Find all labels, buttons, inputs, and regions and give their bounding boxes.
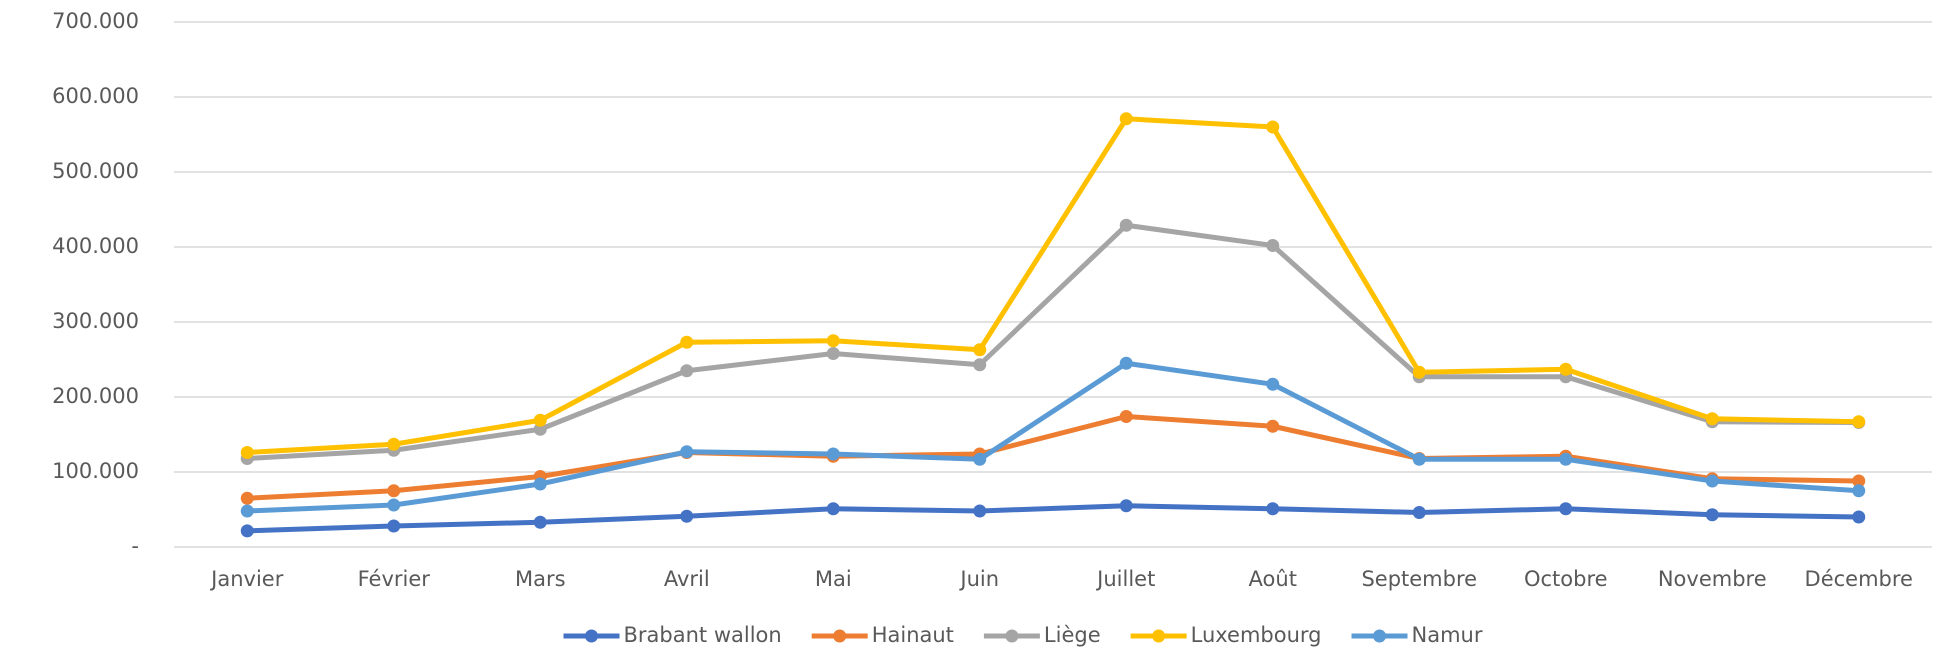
x-tick-label: Août	[1249, 567, 1297, 591]
data-point	[1559, 502, 1573, 516]
data-point	[973, 343, 987, 357]
data-point	[387, 484, 401, 498]
y-tick-label: 200.000	[52, 384, 139, 408]
legend-label: Liège	[1044, 623, 1101, 647]
data-point	[680, 335, 694, 349]
legend-label: Namur	[1412, 623, 1483, 647]
data-point	[1705, 474, 1719, 488]
x-tick-label: Juin	[958, 567, 999, 591]
y-tick-label: 500.000	[52, 159, 139, 183]
data-point	[973, 452, 987, 466]
legend: Brabant wallon Hainaut Liège Luxembourg Namu…	[563, 623, 1483, 647]
data-point	[826, 502, 840, 516]
x-tick-label: Décembre	[1805, 567, 1913, 591]
data-point	[680, 364, 694, 378]
x-tick-label: Mai	[815, 567, 852, 591]
data-point	[240, 504, 254, 518]
data-point	[1266, 377, 1280, 391]
data-point	[680, 445, 694, 459]
data-point	[533, 515, 547, 529]
x-tick-label: Juillet	[1095, 567, 1155, 591]
x-tick-label: Janvier	[209, 567, 284, 591]
data-point	[1119, 112, 1133, 126]
legend-label: Brabant wallon	[623, 623, 781, 647]
data-point	[680, 509, 694, 523]
x-tick-label: Novembre	[1658, 567, 1767, 591]
data-point	[826, 447, 840, 461]
y-tick-label: -	[131, 534, 139, 558]
x-tick-label: Mars	[515, 567, 566, 591]
series-line	[247, 360, 1859, 514]
data-point	[1705, 412, 1719, 426]
y-tick-label: 300.000	[52, 309, 139, 333]
data-point	[1119, 356, 1133, 370]
data-point	[1852, 415, 1866, 429]
data-point	[387, 437, 401, 451]
series-line	[247, 503, 1859, 534]
data-point	[1559, 362, 1573, 376]
legend-label: Luxembourg	[1191, 623, 1322, 647]
x-tick-label: Avril	[664, 567, 710, 591]
data-point	[1266, 120, 1280, 134]
data-point	[1119, 499, 1133, 513]
y-tick-label: 100.000	[52, 459, 139, 483]
legend-marker	[1152, 629, 1166, 643]
data-point	[1559, 452, 1573, 466]
x-tick-label: Octobre	[1524, 567, 1608, 591]
data-point	[1705, 508, 1719, 522]
data-point	[1852, 484, 1866, 498]
series-line	[247, 414, 1859, 501]
legend-marker	[1373, 629, 1387, 643]
legend-label: Hainaut	[872, 623, 954, 647]
y-tick-label: 700.000	[52, 9, 139, 33]
data-point	[1852, 510, 1866, 524]
data-point	[240, 446, 254, 459]
y-tick-label: 400.000	[52, 234, 139, 258]
legend-marker	[1005, 629, 1019, 643]
series-line	[247, 116, 1859, 455]
data-point	[1119, 218, 1133, 232]
data-point	[1412, 452, 1426, 466]
data-point	[826, 334, 840, 348]
x-tick-label: Février	[358, 567, 431, 591]
data-point	[533, 413, 547, 427]
data-point	[1266, 502, 1280, 516]
data-point	[1412, 506, 1426, 519]
data-point	[387, 498, 401, 512]
x-tick-label: Septembre	[1361, 567, 1477, 591]
data-point	[1266, 239, 1280, 252]
data-point	[533, 422, 547, 436]
data-point	[240, 524, 254, 538]
legend-marker	[833, 629, 847, 643]
data-point	[387, 519, 401, 533]
legend-marker	[584, 629, 598, 643]
data-point	[1852, 474, 1866, 488]
data-point	[1119, 410, 1133, 423]
data-point	[826, 347, 840, 360]
data-point	[973, 504, 987, 518]
series-line	[247, 222, 1859, 461]
y-tick-label: 600.000	[52, 84, 139, 108]
data-point	[240, 491, 254, 505]
data-point	[973, 358, 987, 372]
data-point	[1266, 419, 1280, 433]
data-point	[533, 477, 547, 491]
data-point	[1412, 365, 1426, 379]
